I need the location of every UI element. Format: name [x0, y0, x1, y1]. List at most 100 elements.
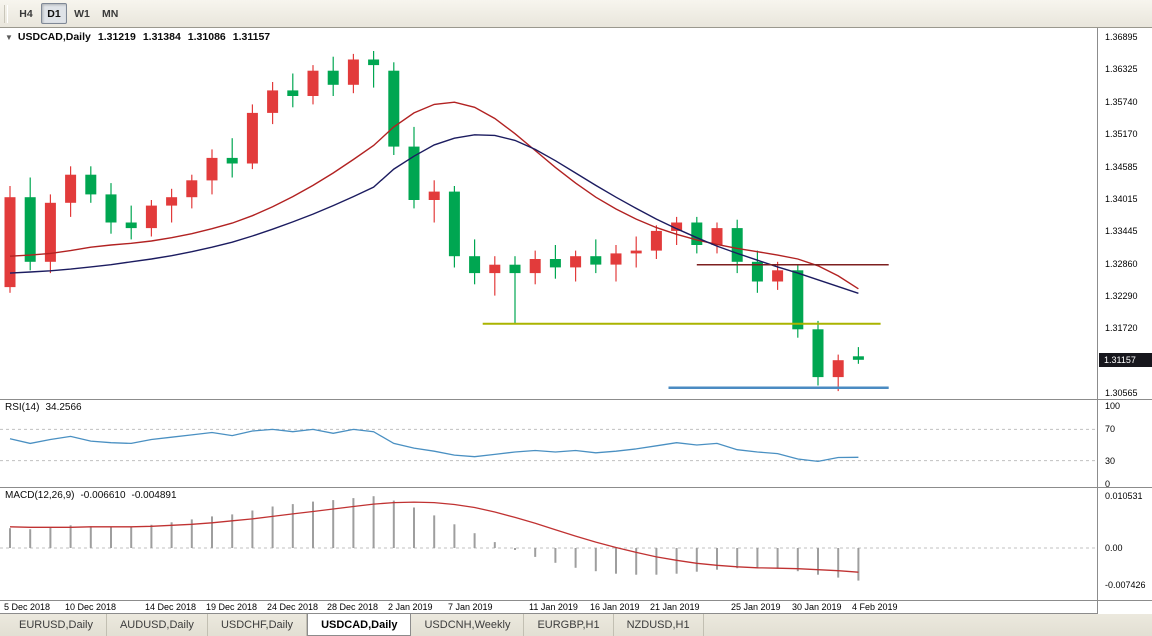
candle-body [812, 329, 824, 378]
candle-body [792, 270, 804, 330]
macd-value: -0.006610 [80, 490, 126, 501]
candle-body [4, 197, 16, 288]
candle-body [428, 191, 440, 200]
macd-signal-line [9, 501, 859, 573]
rsi-label: RSI(14) [5, 402, 40, 413]
price-scale-label: 1.31720 [1105, 323, 1138, 333]
candle-body [650, 230, 662, 251]
current-price-badge: 1.31157 [1099, 353, 1152, 367]
timeframe-button-mn[interactable]: MN [102, 7, 119, 20]
high-quote: 1.31384 [142, 31, 181, 43]
rsi-plot[interactable] [0, 400, 1097, 487]
chart-header: ▼ USDCAD,Daily 1.31219 1.31384 1.31086 1… [5, 31, 270, 43]
candle-body [307, 70, 319, 96]
chart-tab-usdcnh[interactable]: USDCNH,Weekly [411, 614, 525, 636]
price-scale-label: 1.32860 [1105, 259, 1138, 269]
price-chart-plot[interactable] [0, 28, 1097, 399]
chart-tab-nzdusd[interactable]: NZDUSD,H1 [614, 614, 704, 636]
macd-indicator-panel: MACD(12,26,9) -0.006610 -0.004891 0.0105… [0, 488, 1152, 601]
date-label: 21 Jan 2019 [650, 602, 700, 612]
date-label: 30 Jan 2019 [792, 602, 842, 612]
date-label: 19 Dec 2018 [206, 602, 258, 612]
price-scale-label: 1.35740 [1105, 97, 1138, 107]
macd-scale[interactable]: 0.010531 0.00 -0.007426 [1097, 488, 1152, 600]
ma-fast-line [9, 101, 859, 290]
candle-body [226, 157, 238, 164]
candle-body [65, 174, 77, 203]
candle-body [570, 256, 582, 268]
candle-body [549, 259, 561, 268]
chart-tab-eurgbp[interactable]: EURGBP,H1 [524, 614, 614, 636]
candle-body [590, 256, 602, 265]
main-chart-panel: ▼ USDCAD,Daily 1.31219 1.31384 1.31086 1… [0, 28, 1152, 400]
candle-body [347, 59, 359, 85]
price-scale-label: 1.33445 [1105, 226, 1138, 236]
symbol-period-label: USDCAD,Daily [17, 31, 91, 43]
macd-scale-label: 0.010531 [1105, 491, 1143, 501]
timeframe-button-w1[interactable]: W1 [74, 7, 90, 20]
price-scale-label: 1.32290 [1105, 291, 1138, 301]
date-label: 25 Jan 2019 [731, 602, 781, 612]
price-scale-label: 1.36895 [1105, 32, 1138, 42]
price-scale-label: 1.35170 [1105, 129, 1138, 139]
date-label: 4 Feb 2019 [852, 602, 898, 612]
candle-body [772, 270, 784, 282]
rsi-line [9, 428, 859, 463]
macd-scale-label: 0.00 [1105, 543, 1123, 553]
price-scale-label: 1.36325 [1105, 64, 1138, 74]
date-label: 28 Dec 2018 [327, 602, 379, 612]
rsi-scale-label: 30 [1105, 456, 1116, 466]
chart-tab-usdchf[interactable]: USDCHF,Daily [208, 614, 308, 636]
candle-body [85, 174, 97, 195]
candle-body [24, 197, 36, 262]
ma-slow-line [9, 134, 859, 294]
date-label: 7 Jan 2019 [448, 602, 493, 612]
timeframe-button-h4[interactable]: H4 [19, 7, 33, 20]
timeframe-button-d1[interactable]: D1 [41, 3, 67, 24]
candle-body [671, 222, 683, 231]
candle-body [469, 256, 481, 274]
low-quote: 1.31086 [187, 31, 226, 43]
candle-body [125, 222, 137, 229]
rsi-header: RSI(14) 34.2566 [5, 402, 82, 413]
price-scale[interactable]: 1.36895 1.36325 1.35740 1.35170 1.34585 1.340… [1097, 28, 1152, 399]
candle-body [287, 90, 299, 96]
candle-body [388, 70, 400, 147]
candle-body [408, 146, 420, 200]
candle-body [44, 202, 56, 262]
toolbar-grip[interactable] [4, 4, 8, 23]
rsi-scale-label: 100 [1105, 401, 1121, 411]
chart-tab-eurusd[interactable]: EURUSD,Daily [6, 614, 107, 636]
macd-label: MACD(12,26,9) [5, 490, 75, 501]
chart-tab-audusd[interactable]: AUDUSD,Daily [107, 614, 208, 636]
date-label: 5 Dec 2018 [4, 602, 51, 612]
close-quote: 1.31157 [232, 31, 271, 43]
date-label: 16 Jan 2019 [590, 602, 640, 612]
rsi-scale[interactable]: 100 70 30 0 [1097, 400, 1152, 487]
date-label: 10 Dec 2018 [65, 602, 117, 612]
rsi-value: 34.2566 [45, 402, 82, 413]
chevron-down-icon[interactable]: ▼ [5, 32, 13, 42]
time-axis-corner [1097, 601, 1152, 614]
macd-scale-label: -0.007426 [1105, 580, 1146, 590]
candle-body [166, 197, 178, 206]
candle-body [529, 259, 541, 274]
time-axis[interactable]: 5 Dec 2018 10 Dec 2018 14 Dec 2018 19 Dec 2… [0, 601, 1152, 614]
open-quote: 1.31219 [97, 31, 136, 43]
candle-body [751, 261, 763, 282]
price-scale-label: 1.34585 [1105, 162, 1138, 172]
candle-body [105, 194, 117, 223]
candle-body [731, 228, 743, 262]
chart-tab-usdcad[interactable]: USDCAD,Daily [307, 613, 412, 636]
candle-body [246, 112, 258, 164]
candle-body [267, 90, 279, 113]
candle-body [509, 264, 521, 274]
candle-body [186, 180, 198, 198]
timeframe-buttons: H4 D1 W1 MN [13, 3, 123, 24]
candle-body [206, 157, 218, 181]
candle-body [711, 228, 723, 245]
macd-plot[interactable] [0, 488, 1097, 600]
macd-signal-value: -0.004891 [131, 490, 177, 501]
date-label: 14 Dec 2018 [145, 602, 197, 612]
